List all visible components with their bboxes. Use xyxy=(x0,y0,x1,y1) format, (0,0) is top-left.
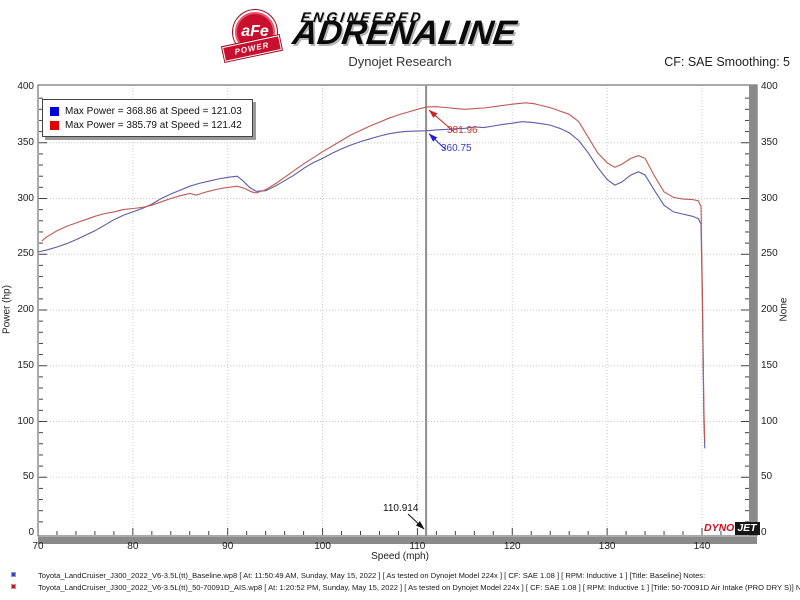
y-tick-label-right: 150 xyxy=(761,359,778,371)
legend-label-intake: Max Power = 385.79 at Speed = 121.42 xyxy=(65,119,242,131)
y-tick-label-right: 0 xyxy=(761,527,767,538)
footer-file-intake: Toyota_LandCruiser_J300_2022_V6-3.5L(tt)… xyxy=(38,583,800,592)
dynojet-logo-dyno: DYNO xyxy=(704,522,735,534)
footer-file-baseline: Toyota_LandCruiser_J300_2022_V6-3.5L(tt)… xyxy=(38,571,706,580)
afe-badge-text: aFe xyxy=(241,23,269,40)
legend-swatch-blue xyxy=(50,106,59,116)
page-title: Dynojet Research xyxy=(348,54,452,69)
callout-arrows xyxy=(407,109,454,530)
y-tick-label-left: 350 xyxy=(17,136,34,148)
scrollbars xyxy=(38,85,757,544)
y-tick-label-left: 250 xyxy=(17,248,34,260)
y-axis-title: Power (hp) xyxy=(1,285,13,334)
y-tick-label-right: 50 xyxy=(761,471,773,483)
y-tick-label-right: 300 xyxy=(761,192,778,204)
legend-label-baseline: Max Power = 368.86 at Speed = 121.03 xyxy=(65,105,242,117)
afe-power-logo: aFe POWER xyxy=(222,9,295,62)
header: aFe POWER ENGINEERED ADRENALINE Dynojet … xyxy=(0,0,800,78)
y-tick-label-left: 200 xyxy=(17,304,34,315)
x-axis-title: Speed (mph) xyxy=(371,551,429,562)
legend-item-intake: Max Power = 385.79 at Speed = 121.42 xyxy=(50,118,242,132)
x-tick-label: 130 xyxy=(598,541,616,552)
y-tick-label-left: 50 xyxy=(22,471,34,483)
curve-baseline xyxy=(37,121,706,449)
dynojet-logo-jet: JET xyxy=(735,521,760,535)
x-tick-label: 100 xyxy=(314,541,331,552)
power-curves xyxy=(37,102,706,449)
y-tick-label-right: 400 xyxy=(761,81,778,92)
x-tick-label: 70 xyxy=(32,541,44,552)
y-tick-label-left: 0 xyxy=(28,527,34,538)
gridlines xyxy=(38,85,757,536)
legend-swatch-red xyxy=(50,120,59,130)
y-tick-label-left: 150 xyxy=(17,359,34,371)
footer-bullet-baseline xyxy=(11,572,16,577)
y-axis-title-right: None xyxy=(778,297,790,322)
horizontal-scrollbar[interactable] xyxy=(38,537,757,544)
y-tick-label-left: 100 xyxy=(17,415,34,427)
vertical-scrollbar[interactable] xyxy=(749,85,757,536)
legend: Max Power = 368.86 at Speed = 121.03 Max… xyxy=(42,99,253,137)
axis-ticks xyxy=(39,97,749,535)
y-tick-label-left: 400 xyxy=(17,81,34,92)
y-tick-label-right: 250 xyxy=(761,248,778,260)
cursor-value-blue: 360.75 xyxy=(441,143,472,154)
y-tick-label-left: 300 xyxy=(17,192,34,204)
y-tick-label-right: 200 xyxy=(761,304,778,315)
cursor-value-red: 381.96 xyxy=(447,125,478,136)
curve-intake xyxy=(41,102,706,442)
smoothing-label: CF: SAE Smoothing: 5 xyxy=(664,55,790,69)
dynojet-logo: DYNO JET xyxy=(704,521,760,535)
footer-bullet-intake xyxy=(11,584,16,589)
x-tick-label: 80 xyxy=(127,541,139,552)
y-tick-label-right: 100 xyxy=(761,415,778,427)
y-tick-label-right: 350 xyxy=(761,136,778,148)
plot-frame xyxy=(37,84,758,537)
x-tick-label: 120 xyxy=(503,541,521,552)
x-tick-label: 110 xyxy=(409,541,426,552)
legend-item-baseline: Max Power = 368.86 at Speed = 121.03 xyxy=(50,104,242,118)
cursor-x-label: 110.914 xyxy=(383,503,419,514)
x-tick-label: 90 xyxy=(222,541,234,552)
x-tick-label: 140 xyxy=(693,541,711,552)
